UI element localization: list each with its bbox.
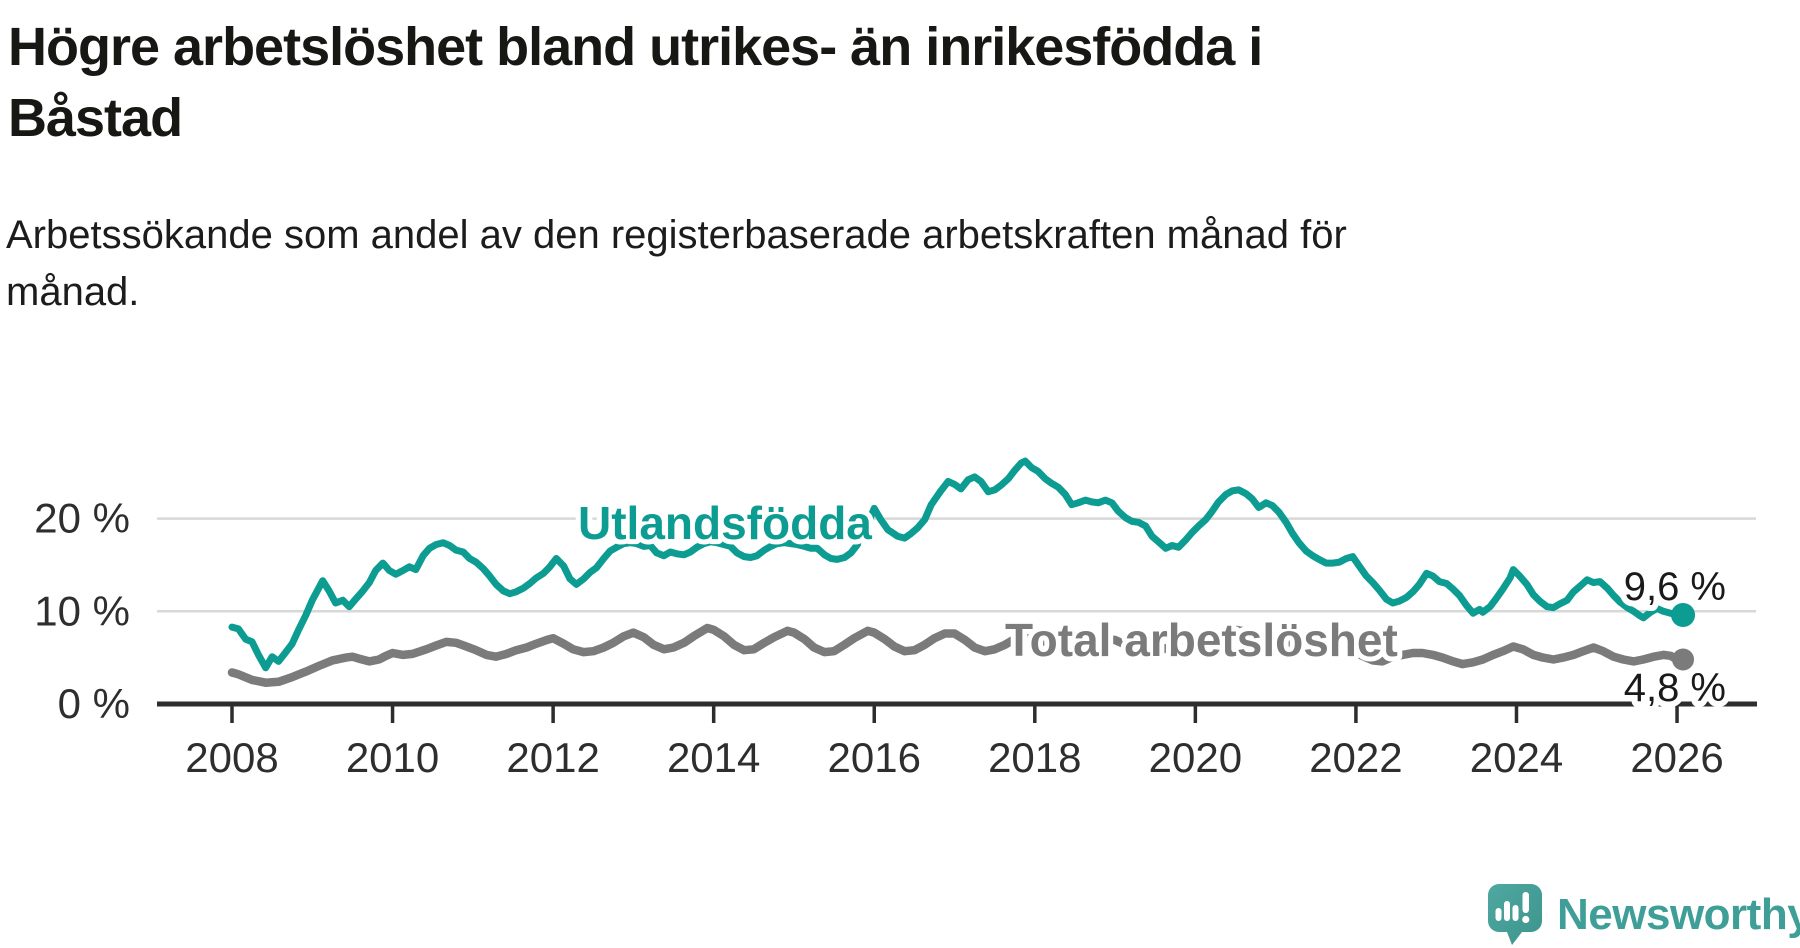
x-tick-label-2020: 2020 xyxy=(1149,734,1242,781)
chart-title-line-2: Båstad xyxy=(8,88,183,148)
chart-subtitle: Arbetssökande som andel av den registerb… xyxy=(6,207,1566,321)
x-tick-label-2018: 2018 xyxy=(988,734,1081,781)
series-name-label-1: Total arbetslöshet xyxy=(1005,614,1398,666)
x-tick-label-2024: 2024 xyxy=(1470,734,1563,781)
series-end-dot-1 xyxy=(1672,648,1695,671)
x-tick-label-2016: 2016 xyxy=(828,734,921,781)
x-tick-label-2008: 2008 xyxy=(185,734,278,781)
x-tick-label-2022: 2022 xyxy=(1309,734,1402,781)
chart-subtitle-line-1: Arbetssökande som andel av den registerb… xyxy=(6,213,1347,257)
x-tick-label-2014: 2014 xyxy=(667,734,760,781)
series-end-label-0: 9,6 % xyxy=(1624,565,1726,609)
y-tick-label-10: 10 % xyxy=(34,587,130,634)
chart-title-line-1: Högre arbetslöshet bland utrikes- än inr… xyxy=(8,17,1263,77)
line-chart: 2008 2010 2012 2014 2016 2018 2020 2022 2024 2026… xyxy=(34,457,1757,781)
x-tick-label-2010: 2010 xyxy=(346,734,439,781)
speech-bubble-bar-chart-icon xyxy=(1488,884,1542,945)
x-tick-label-2026: 2026 xyxy=(1630,734,1723,781)
series-end-dot-0 xyxy=(1671,603,1696,628)
x-tick-label-2012: 2012 xyxy=(506,734,599,781)
chart-title: Högre arbetslöshet bland utrikes- än inr… xyxy=(8,12,1568,154)
series-line-0 xyxy=(228,457,1681,672)
series-line-1 xyxy=(227,623,1682,687)
newsworthy-logo-text: Newsworthy xyxy=(1557,890,1800,939)
chart-subtitle-line-2: månad. xyxy=(6,270,140,314)
series-end-label-1: 4,8 % xyxy=(1624,666,1726,710)
series-name-label-0: Utlandsfödda xyxy=(578,497,872,549)
newsworthy-logo: Newsworthy xyxy=(1488,884,1800,946)
y-tick-label-0: 0 % xyxy=(58,680,130,727)
y-tick-label-20: 20 % xyxy=(34,495,130,542)
